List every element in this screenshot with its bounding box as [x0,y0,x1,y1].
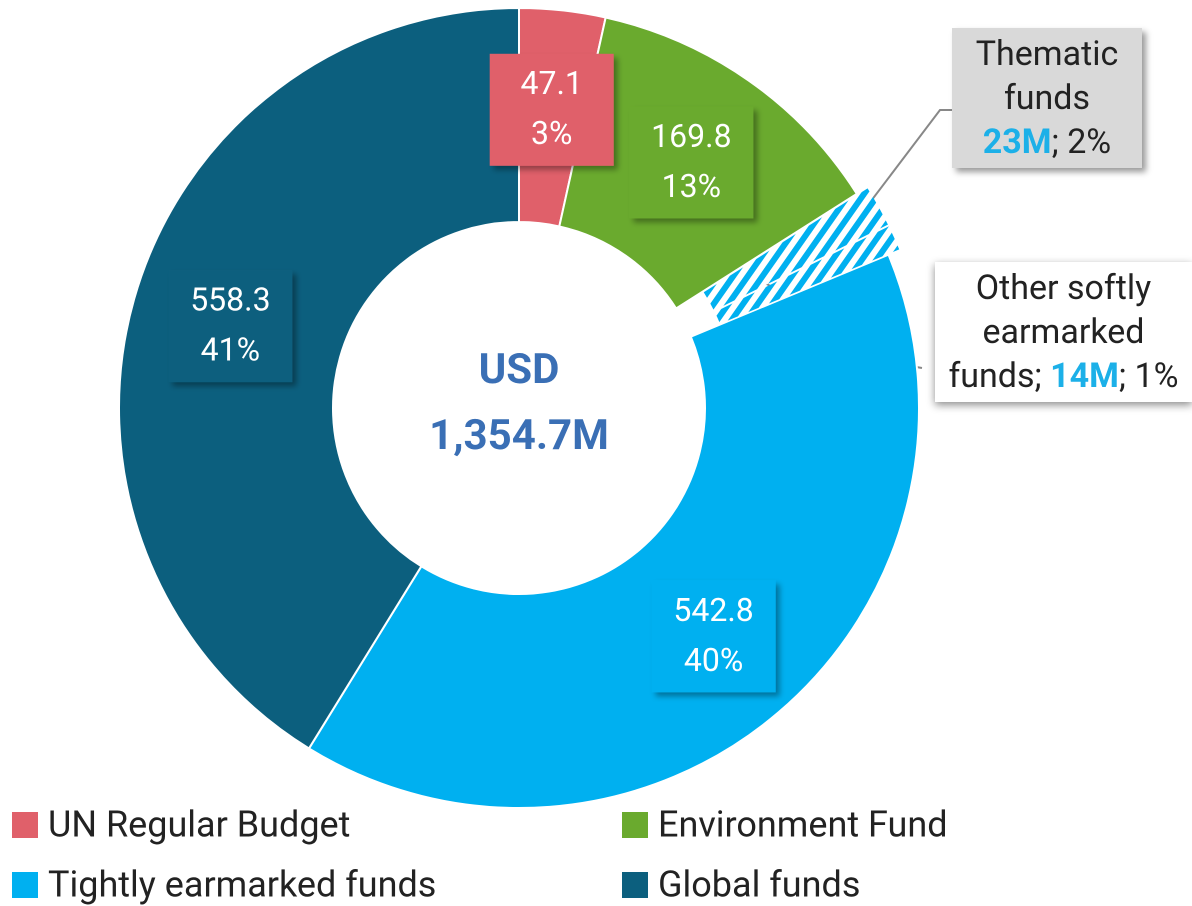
callout-value: 14M [1050,356,1119,396]
value-label: 542.8 [673,591,753,629]
callout: Other softly earmarked funds; 14M; 1% [935,262,1192,402]
label-box [489,53,614,166]
legend-label: UN Regular Budget [48,804,350,846]
callout-percent: 1% [1134,356,1179,396]
legend-label: Global funds [658,864,860,906]
callout-separator: ; [1034,356,1051,396]
callout-value: 23M [982,122,1052,162]
center-label: USD [479,345,560,394]
labels: 47.1 3% 169.8 13% 542.8 40% 558.3 41% [168,53,776,693]
percent-label: 3% [531,114,572,152]
center-label: 1,354.7M [429,411,609,460]
label-box [629,106,754,219]
donut-segment [118,6,520,750]
callout: Thematic funds 23M; 2% [952,28,1142,168]
label-box [651,580,776,693]
value-label: 169.8 [651,117,731,155]
data-label: 47.1 3% [489,53,614,166]
value-label: 47.1 [521,64,583,102]
legend-swatch [622,812,648,838]
legend-label: Environment Fund [658,804,948,846]
donut-segment [703,188,888,311]
data-label: 169.8 13% [629,106,754,219]
legend-swatch [622,872,648,898]
callout-name: Other softly earmarked funds [948,268,1152,396]
legend-label: Tightly earmarked funds [48,864,436,906]
callout-name: Thematic funds [975,34,1119,118]
data-label: 558.3 41% [168,270,293,383]
percent-label: 41% [201,331,260,369]
legend-swatch [12,812,38,838]
callout-separator: ; [1118,356,1135,396]
legend-swatch [12,872,38,898]
donut-segment [307,253,920,809]
leader-line [867,109,955,206]
callout-percent: 2% [1067,122,1112,162]
data-label: 542.8 40% [651,580,776,693]
value-label: 558.3 [190,281,270,319]
label-box [168,270,293,383]
callout-separator: ; [1051,122,1068,162]
percent-label: 13% [662,167,721,205]
donut-segment [714,226,900,324]
percent-label: 40% [684,641,743,679]
